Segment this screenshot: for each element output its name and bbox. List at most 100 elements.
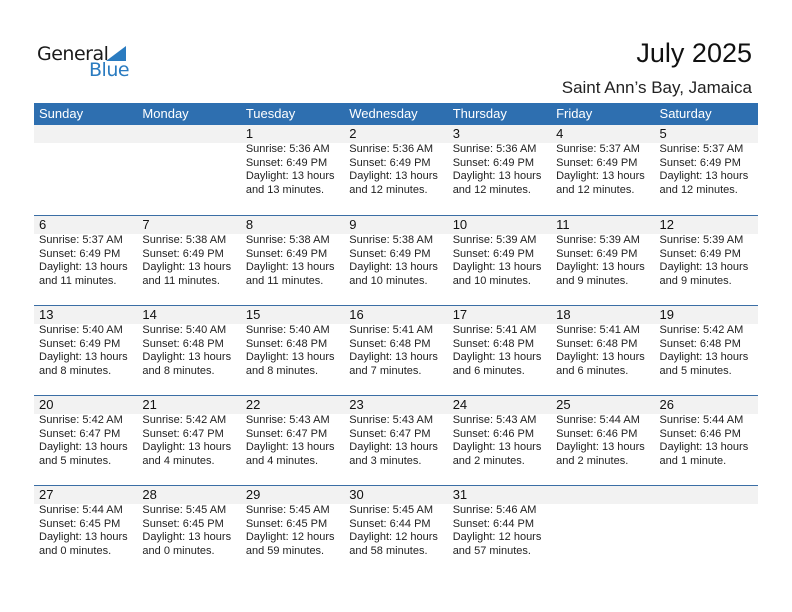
sunset-text: Sunset: 6:46 PM — [556, 427, 638, 440]
sunrise-text: Sunrise: 5:42 AM — [39, 414, 123, 426]
day-cell: 3 Sunrise: 5:36 AM Sunset: 6:49 PM Daylight… — [448, 125, 551, 197]
logo-text-general: General — [37, 43, 109, 65]
day-number: 31 — [452, 487, 468, 502]
sunset-text: Sunset: 6:45 PM — [142, 517, 224, 530]
daylight-minutes-text: and 0 minutes. — [39, 544, 112, 557]
daylight-minutes-text: and 5 minutes. — [659, 364, 732, 377]
sunset-text: Sunset: 6:49 PM — [142, 247, 224, 260]
page-title: July 2025 — [636, 38, 752, 68]
sunset-text: Sunset: 6:47 PM — [142, 427, 224, 440]
empty-day-cell — [34, 125, 137, 197]
day-cell: 17 Sunrise: 5:41 AM Sunset: 6:48 PM Dayligh… — [448, 306, 551, 378]
date-strip — [34, 216, 758, 234]
sunrise-text: Sunrise: 5:38 AM — [349, 234, 434, 246]
calendar: Sunday Monday Tuesday Wednesday Thursday Frid… — [34, 103, 758, 575]
sunrise-text: Sunrise: 5:37 AM — [556, 143, 640, 155]
sunrise-text: Sunrise: 5:41 AM — [349, 324, 434, 336]
daylight-minutes-text: and 12 minutes. — [452, 183, 531, 196]
sunrise-text: Sunrise: 5:43 AM — [452, 414, 537, 426]
daylight-text: Daylight: 13 hours — [245, 441, 335, 453]
sunset-text: Sunset: 6:47 PM — [39, 427, 121, 440]
sunrise-text: Sunrise: 5:38 AM — [245, 234, 330, 246]
daylight-minutes-text: and 2 minutes. — [452, 454, 525, 467]
sunrise-text: Sunrise: 5:45 AM — [349, 504, 434, 516]
daylight-minutes-text: and 12 minutes. — [659, 183, 738, 196]
daylight-text: Daylight: 13 hours — [452, 351, 542, 363]
daylight-text: Daylight: 13 hours — [659, 351, 749, 363]
sunrise-text: Sunrise: 5:36 AM — [452, 143, 537, 155]
sunrise-text: Sunrise: 5:44 AM — [39, 504, 123, 516]
day-cell: 2 Sunrise: 5:36 AM Sunset: 6:49 PM Daylight… — [344, 125, 447, 197]
day-cell: 7 Sunrise: 5:38 AM Sunset: 6:49 PM Daylight… — [137, 216, 240, 288]
weekday-tuesday: Tuesday — [245, 106, 296, 121]
sunset-text: Sunset: 6:49 PM — [39, 337, 121, 350]
sunset-text: Sunset: 6:49 PM — [452, 247, 535, 260]
calendar-week: 1 Sunrise: 5:36 AM Sunset: 6:49 PM Daylight… — [34, 125, 758, 215]
day-cell: 31 Sunrise: 5:46 AM Sunset: 6:44 PM Dayligh… — [448, 486, 551, 558]
day-number: 10 — [452, 217, 468, 232]
day-number: 5 — [659, 126, 667, 141]
daylight-minutes-text: and 12 minutes. — [349, 183, 428, 196]
sunrise-text: Sunrise: 5:39 AM — [452, 234, 537, 246]
weekday-saturday: Saturday — [659, 106, 712, 121]
sunset-text: Sunset: 6:45 PM — [39, 517, 121, 530]
day-number: 26 — [659, 397, 674, 412]
daylight-text: Daylight: 13 hours — [142, 531, 232, 543]
day-cell: 6 Sunrise: 5:37 AM Sunset: 6:49 PM Daylight… — [34, 216, 137, 288]
daylight-text: Daylight: 13 hours — [349, 261, 438, 273]
sunset-text: Sunset: 6:49 PM — [556, 247, 638, 260]
daylight-text: Daylight: 13 hours — [349, 351, 438, 363]
day-number: 8 — [245, 217, 254, 232]
sunrise-text: Sunrise: 5:36 AM — [245, 143, 330, 155]
day-cell: 30 Sunrise: 5:45 AM Sunset: 6:44 PM Dayligh… — [344, 486, 447, 558]
sunset-text: Sunset: 6:49 PM — [556, 156, 638, 169]
daylight-minutes-text: and 10 minutes. — [349, 274, 428, 287]
calendar-week: 27 Sunrise: 5:44 AM Sunset: 6:45 PM Dayligh… — [34, 485, 758, 575]
day-cell: 9 Sunrise: 5:38 AM Sunset: 6:49 PM Daylight… — [344, 216, 447, 288]
daylight-minutes-text: and 8 minutes. — [39, 364, 112, 377]
daylight-text: Daylight: 12 hours — [452, 531, 542, 543]
sunset-text: Sunset: 6:49 PM — [39, 247, 121, 260]
day-cell: 22 Sunrise: 5:43 AM Sunset: 6:47 PM Dayligh… — [241, 396, 344, 468]
sunrise-text: Sunrise: 5:37 AM — [39, 234, 123, 246]
calendar-weeks: 1 Sunrise: 5:36 AM Sunset: 6:49 PM Daylight… — [34, 125, 758, 575]
daylight-minutes-text: and 4 minutes. — [245, 454, 318, 467]
date-strip — [34, 306, 758, 324]
sunset-text: Sunset: 6:46 PM — [659, 427, 741, 440]
day-cell: 20 Sunrise: 5:42 AM Sunset: 6:47 PM Dayligh… — [34, 396, 137, 468]
sunrise-text: Sunrise: 5:42 AM — [659, 324, 744, 336]
daylight-text: Daylight: 13 hours — [245, 170, 335, 182]
sunset-text: Sunset: 6:45 PM — [245, 517, 328, 530]
daylight-text: Daylight: 13 hours — [659, 261, 749, 273]
date-strip — [34, 396, 758, 414]
day-number: 28 — [142, 487, 157, 502]
sunrise-text: Sunrise: 5:38 AM — [142, 234, 227, 246]
day-number: 24 — [452, 397, 468, 412]
day-cell: 1 Sunrise: 5:36 AM Sunset: 6:49 PM Daylight… — [241, 125, 344, 197]
calendar-week: 6 Sunrise: 5:37 AM Sunset: 6:49 PM Daylight… — [34, 215, 758, 305]
daylight-minutes-text: and 8 minutes. — [142, 364, 215, 377]
daylight-minutes-text: and 4 minutes. — [142, 454, 215, 467]
daylight-minutes-text: and 11 minutes. — [39, 274, 117, 287]
day-cell: 19 Sunrise: 5:42 AM Sunset: 6:48 PM Dayligh… — [655, 306, 758, 378]
sunset-text: Sunset: 6:47 PM — [245, 427, 328, 440]
daylight-text: Daylight: 13 hours — [349, 170, 438, 182]
daylight-minutes-text: and 10 minutes. — [452, 274, 531, 287]
day-cell: 11 Sunrise: 5:39 AM Sunset: 6:49 PM Dayligh… — [551, 216, 654, 288]
sunrise-text: Sunrise: 5:41 AM — [556, 324, 640, 336]
daylight-minutes-text: and 11 minutes. — [245, 274, 324, 287]
daylight-text: Daylight: 13 hours — [142, 351, 232, 363]
sunset-text: Sunset: 6:47 PM — [349, 427, 431, 440]
day-number: 22 — [245, 397, 261, 412]
sunrise-text: Sunrise: 5:36 AM — [349, 143, 434, 155]
sunset-text: Sunset: 6:48 PM — [556, 337, 638, 350]
day-number: 20 — [39, 397, 54, 412]
daylight-text: Daylight: 13 hours — [659, 170, 749, 182]
day-number: 3 — [452, 126, 460, 141]
daylight-text: Daylight: 13 hours — [142, 261, 232, 273]
day-cell: 10 Sunrise: 5:39 AM Sunset: 6:49 PM Dayligh… — [448, 216, 551, 288]
sunset-text: Sunset: 6:49 PM — [349, 247, 431, 260]
day-cell: 12 Sunrise: 5:39 AM Sunset: 6:49 PM Dayligh… — [655, 216, 758, 288]
daylight-minutes-text: and 57 minutes. — [452, 544, 531, 557]
day-number: 17 — [452, 307, 468, 322]
